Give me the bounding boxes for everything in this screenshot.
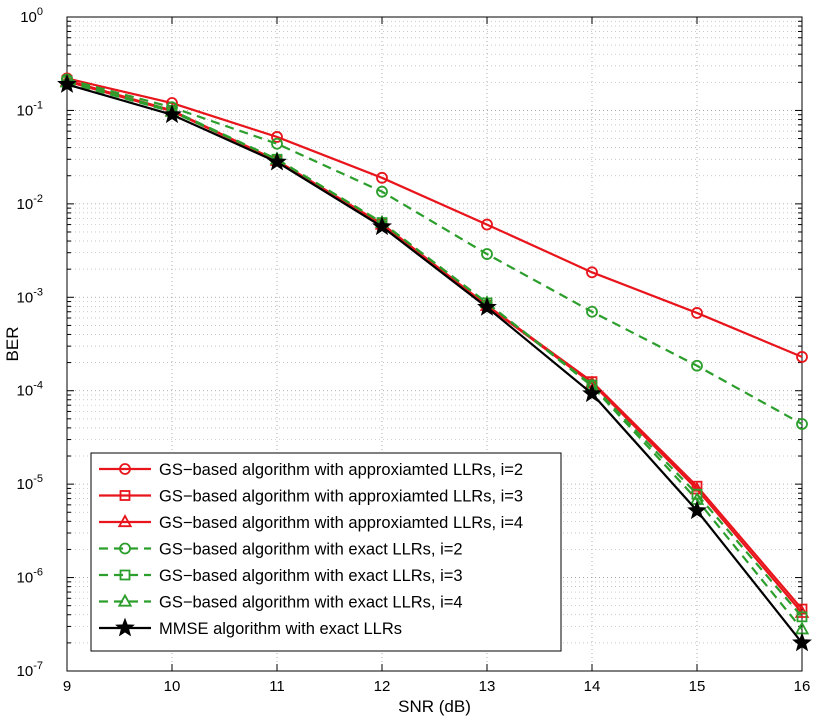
legend-entry-label: MMSE algorithm with exact LLRs <box>159 620 402 638</box>
series-7-point <box>267 151 287 171</box>
series-7-point <box>477 296 497 316</box>
legend-entry-label: GS−based algorithm with exact LLRs, i=4 <box>159 594 463 612</box>
series-1-point <box>796 351 808 363</box>
series-7-point <box>162 104 182 124</box>
series-1-point <box>586 266 598 279</box>
y-tick-label: 10-4 <box>17 380 43 400</box>
legend-swatch-marker <box>117 593 133 607</box>
y-tick-label: 10-5 <box>17 473 43 493</box>
series-4-point <box>271 137 283 150</box>
series-4-line <box>66 78 803 425</box>
legend-entry-label: GS−based algorithm with exact LLRs, i=2 <box>159 541 463 559</box>
series-1-line <box>66 77 803 358</box>
x-tick-label: 12 <box>374 678 391 695</box>
legend-entry-label: GS−based algorithm with approxiamted LLR… <box>159 461 523 479</box>
series-4-point <box>691 359 703 372</box>
y-tick-label: 10-1 <box>17 99 43 119</box>
y-tick-label: 10-6 <box>17 567 43 587</box>
y-tick-label: 10-3 <box>17 286 43 306</box>
x-tick-label: 13 <box>479 678 496 695</box>
legend-swatch-marker <box>119 463 131 475</box>
axis-ticks: 9 10 11 12 13 14 15 16 10-7 10-6 10-5 10-4 10-3 10-2 1… <box>17 6 811 695</box>
legend-entry-label: GS−based algorithm with exact LLRs, i=3 <box>159 567 463 585</box>
series-7-point <box>582 383 602 403</box>
series-5-point <box>796 611 808 623</box>
y-tick-label: 10-2 <box>17 193 43 213</box>
series-4-point <box>796 418 808 430</box>
series-7-point <box>57 73 77 93</box>
series-7-point <box>792 632 812 652</box>
series-7-point <box>372 216 392 236</box>
y-axis-label: BER <box>3 327 22 362</box>
x-tick-label: 10 <box>164 678 181 695</box>
series-4-point <box>376 185 388 198</box>
x-tick-label: 14 <box>584 678 601 695</box>
legend-entry-label: GS−based algorithm with approxiamted LLR… <box>159 514 523 532</box>
legend-swatch-marker <box>115 617 135 637</box>
series-1-point <box>271 131 283 143</box>
x-axis-label: SNR (dB) <box>398 697 471 716</box>
y-tick-label: 10-7 <box>17 660 43 680</box>
grid <box>67 17 802 671</box>
legend-entry-label: GS−based algorithm with approxiamted LLR… <box>159 488 523 506</box>
x-tick-label: 11 <box>269 678 285 695</box>
y-tick-label: 100 <box>20 6 43 26</box>
plot-area-frame <box>66 16 803 672</box>
legend: GS−based algorithm with approxiamted LLR… <box>90 452 562 652</box>
legend-swatch-marker <box>117 514 133 528</box>
series-6-line <box>66 81 803 630</box>
legend-box <box>90 452 562 652</box>
legend-swatch-marker <box>119 569 131 581</box>
legend-swatch-marker <box>119 490 131 501</box>
x-tick-label: 16 <box>794 678 811 695</box>
series-1-point <box>376 171 388 184</box>
series-7 <box>57 73 812 652</box>
series-4-point <box>481 248 493 260</box>
series-4-point <box>586 305 598 318</box>
series-7-point <box>687 500 707 520</box>
legend-swatch-marker <box>119 542 131 555</box>
x-tick-label: 9 <box>63 678 71 695</box>
series-1-point <box>691 307 703 319</box>
series-group <box>57 72 812 652</box>
series-1-point <box>481 218 493 231</box>
x-tick-label: 15 <box>689 678 706 695</box>
series-7-line <box>66 83 803 644</box>
